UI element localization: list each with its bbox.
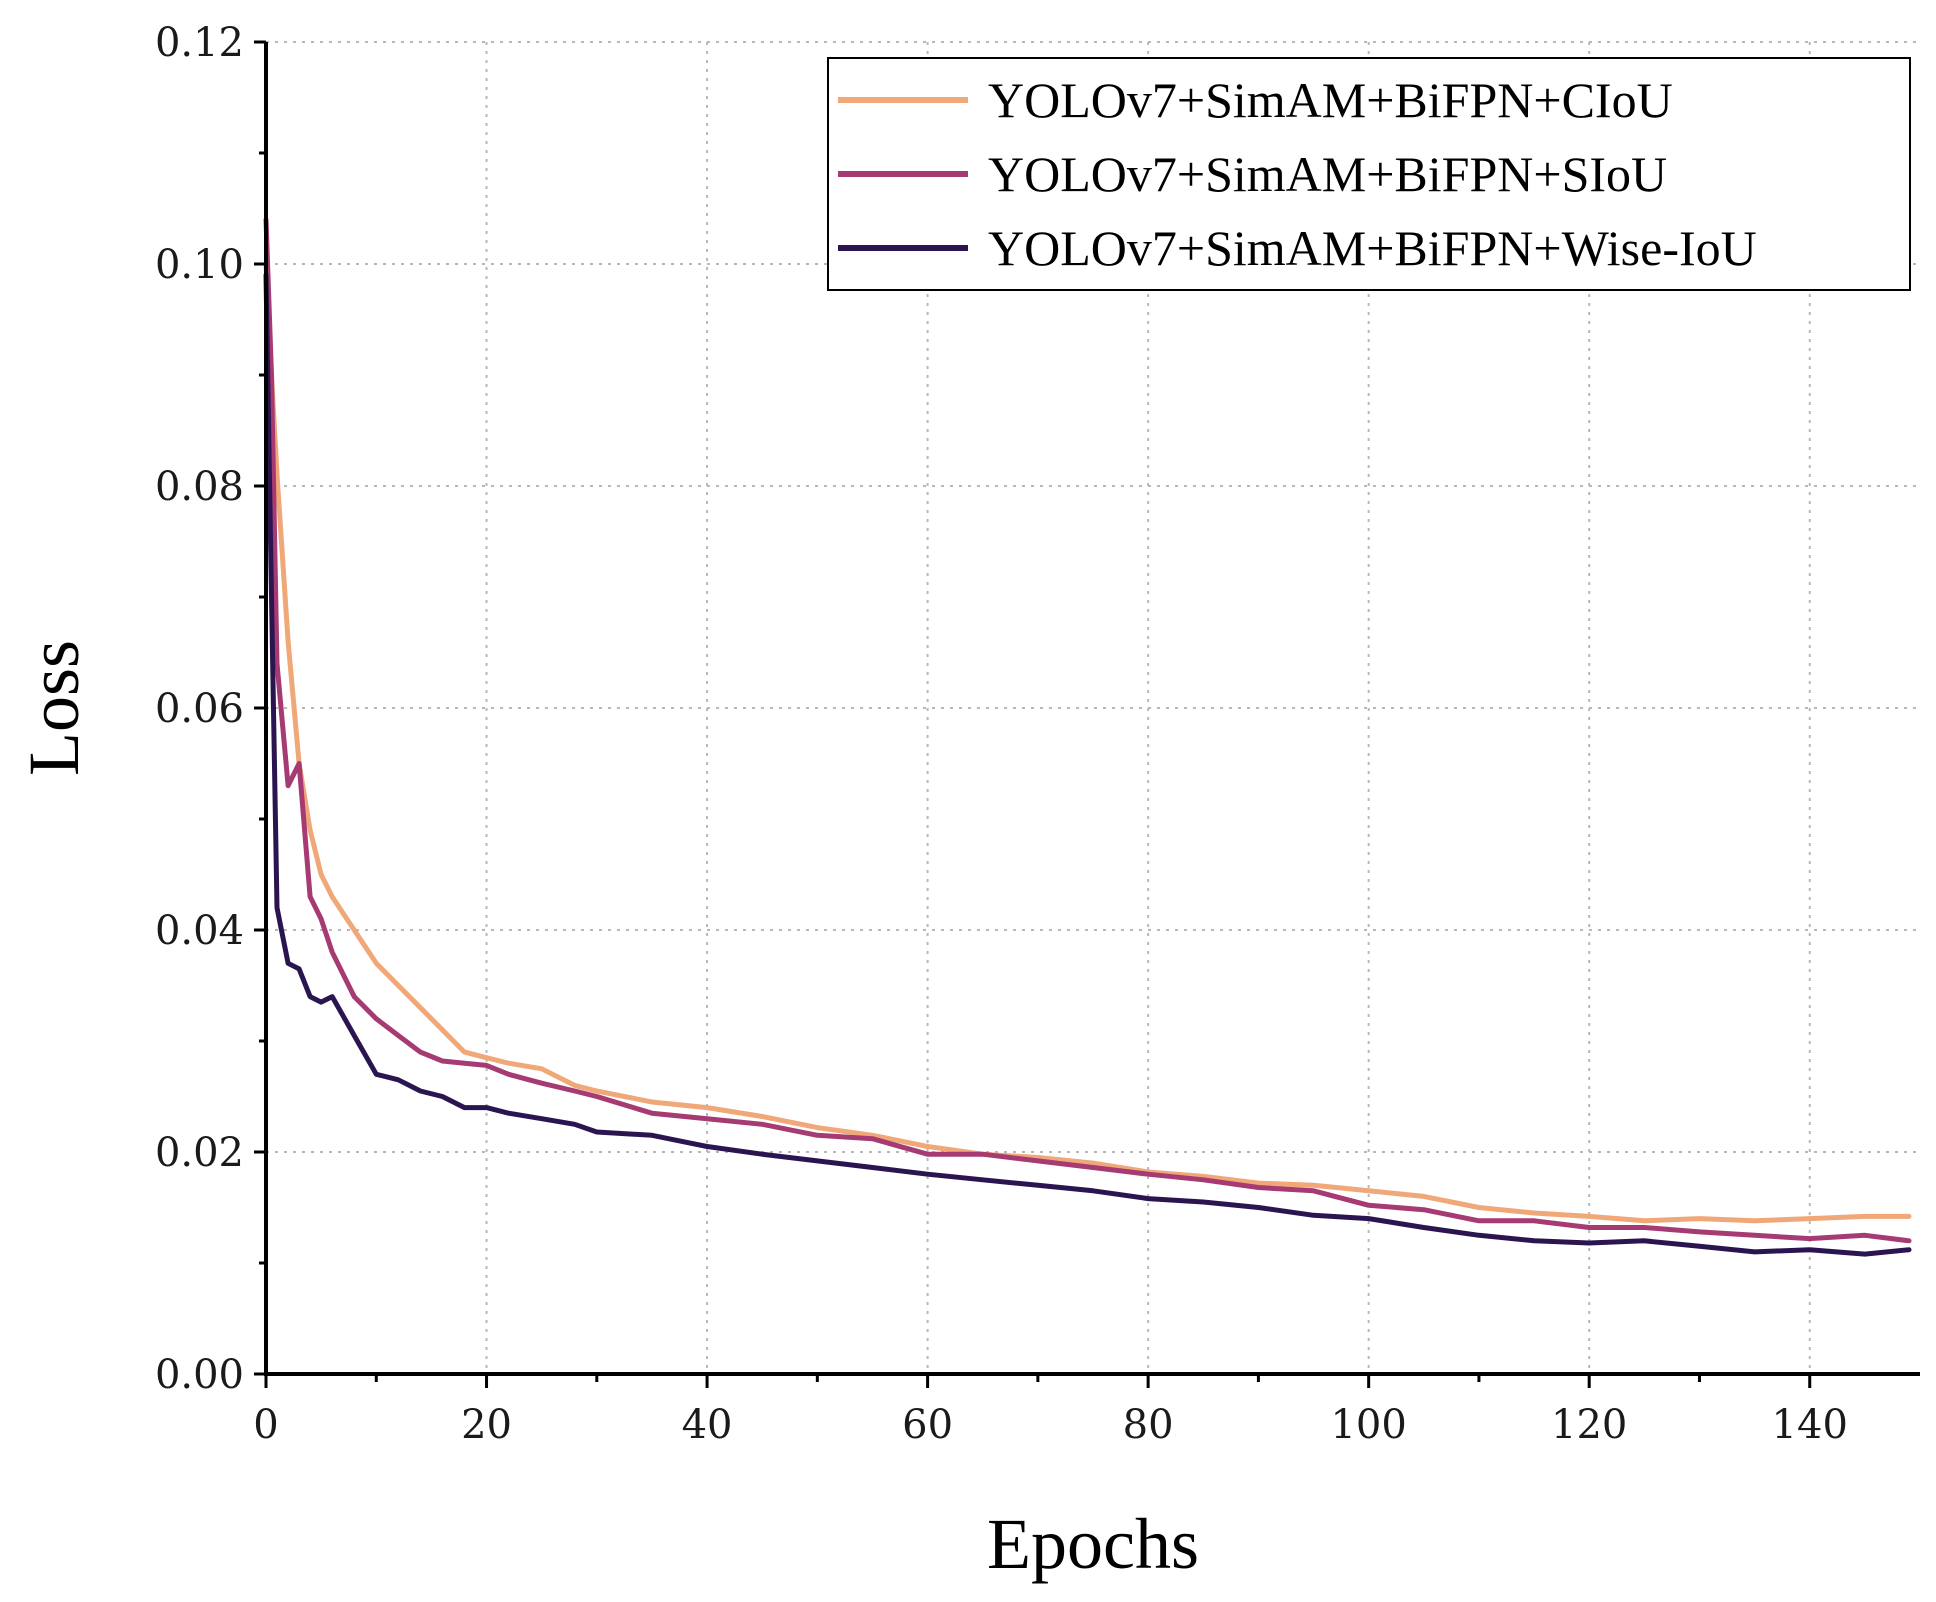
series-line-2 — [263, 217, 1912, 1244]
y-tick-label-4: 0.08 — [155, 464, 244, 510]
x-tick-label-6: 120 — [1551, 1402, 1627, 1448]
y-tick-label-1: 0.02 — [155, 1130, 244, 1176]
x-tick-label-4: 80 — [1123, 1402, 1174, 1448]
series-group — [263, 217, 1912, 1257]
axes — [254, 40, 1920, 1388]
legend-label-1: YOLOv7+SimAM+BiFPN+CIoU — [988, 72, 1673, 128]
legend-label-2: YOLOv7+SimAM+BiFPN+SIoU — [988, 146, 1667, 202]
y-tick-label-2: 0.04 — [155, 908, 244, 954]
x-tick-label-3: 60 — [902, 1402, 953, 1448]
legend: YOLOv7+SimAM+BiFPN+CIoU YOLOv7+SimAM+BiFP… — [827, 57, 1911, 291]
y-tick-label-6: 0.12 — [155, 20, 244, 66]
y-tick-label-0: 0.00 — [155, 1352, 244, 1398]
tick-labels: 0.00 0.02 0.04 0.06 0.08 0.10 0.12 0 20 40 60 80 100… — [155, 20, 1848, 1448]
legend-label-3: YOLOv7+SimAM+BiFPN+Wise-IoU — [988, 220, 1757, 276]
series-line-3 — [263, 272, 1912, 1257]
x-tick-label-2: 40 — [682, 1402, 733, 1448]
y-axis-title: Loss — [14, 640, 94, 776]
y-tick-label-5: 0.10 — [155, 242, 244, 288]
x-tick-label-5: 100 — [1330, 1402, 1406, 1448]
x-axis-title: Epochs — [987, 1504, 1199, 1584]
y-tick-label-3: 0.06 — [155, 686, 244, 732]
legend-box — [827, 57, 1911, 291]
series-line-1 — [263, 261, 1912, 1224]
x-tick-label-7: 140 — [1772, 1402, 1848, 1448]
x-tick-label-1: 20 — [461, 1402, 512, 1448]
x-tick-label-0: 0 — [253, 1402, 278, 1448]
